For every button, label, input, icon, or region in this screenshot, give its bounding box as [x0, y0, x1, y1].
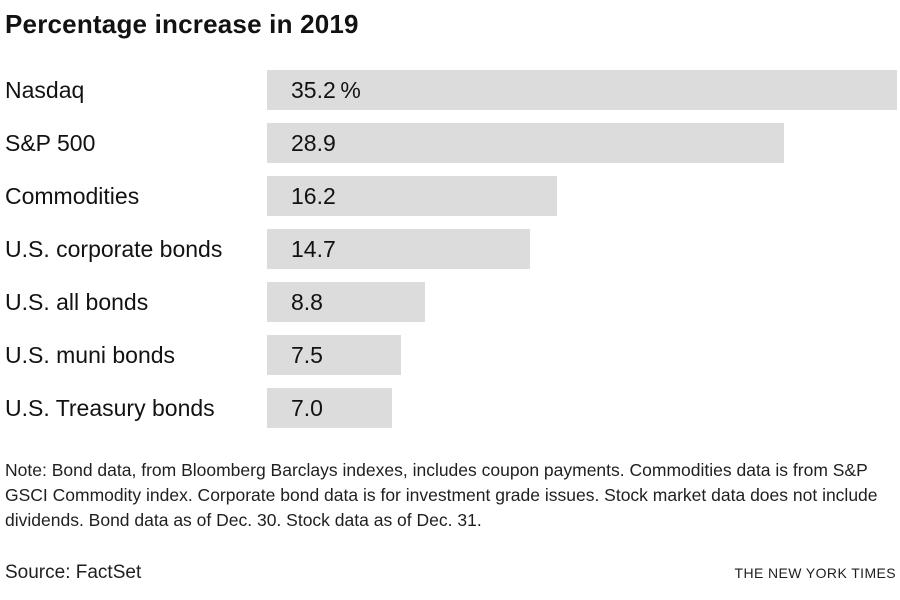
- chart-row: Commodities 16.2: [5, 176, 900, 216]
- credit-text: THE NEW YORK TIMES: [734, 565, 896, 581]
- bar: 8.8: [267, 282, 425, 322]
- category-label: U.S. all bonds: [5, 288, 149, 315]
- value-label: 7.0: [291, 394, 323, 421]
- source-text: Source: FactSet: [5, 562, 142, 583]
- chart-row: U.S. muni bonds 7.5: [5, 335, 900, 375]
- value-label: 28.9: [291, 129, 336, 156]
- footer: Source: FactSet THE NEW YORK TIMES: [5, 562, 896, 584]
- bar: 7.5: [267, 335, 401, 375]
- chart-row: U.S. Treasury bonds 7.0: [5, 388, 900, 428]
- value-label: 35.2 %: [291, 76, 361, 103]
- note-text: Note: Bond data, from Bloomberg Barclays…: [5, 460, 878, 530]
- bar: 35.2 %: [267, 70, 897, 110]
- category-label: Commodities: [5, 182, 140, 209]
- bar: 16.2: [267, 176, 557, 216]
- chart-row: U.S. all bonds 8.8: [5, 282, 900, 322]
- bar: 28.9: [267, 123, 784, 163]
- chart-row: U.S. corporate bonds 14.7: [5, 229, 900, 269]
- chart-title: Percentage increase in 2019: [5, 9, 359, 39]
- bar-chart: Nasdaq 35.2 % S&P 500 28.9 Commodities 16.2 U.…: [5, 70, 900, 428]
- value-label: 7.5: [291, 341, 323, 368]
- value-label: 16.2: [291, 182, 336, 209]
- value-label: 8.8: [291, 288, 323, 315]
- bar: 14.7: [267, 229, 530, 269]
- category-label: U.S. Treasury bonds: [5, 394, 215, 421]
- chart-row: S&P 500 28.9: [5, 123, 900, 163]
- category-label: Nasdaq: [5, 76, 85, 103]
- bar: 7.0: [267, 388, 392, 428]
- value-label: 14.7: [291, 235, 336, 262]
- chart-row: Nasdaq 35.2 %: [5, 70, 900, 110]
- category-label: U.S. muni bonds: [5, 341, 176, 368]
- category-label: S&P 500: [5, 129, 96, 156]
- category-label: U.S. corporate bonds: [5, 235, 223, 262]
